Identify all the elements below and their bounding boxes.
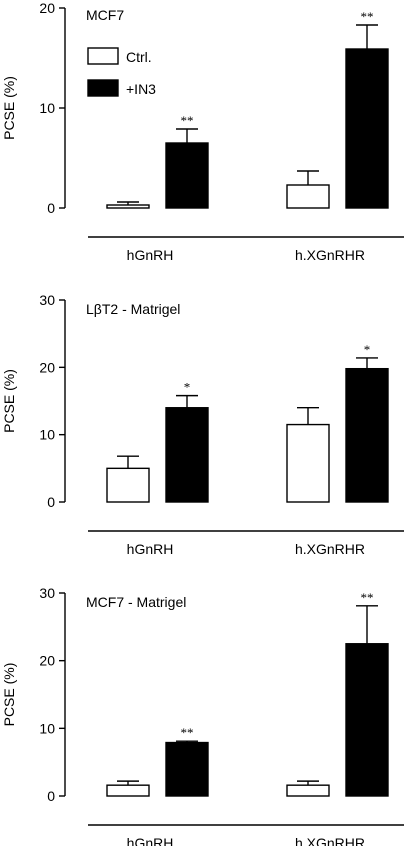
y-axis-label: PCSE (%)	[1, 663, 17, 727]
bar-ctrl	[286, 423, 330, 503]
bar-in3	[345, 367, 389, 503]
chart-panel-mcf7: 0 10 20 PCSE (%) MCF7 ** ** hGnRH h.XGnRHR	[1, 0, 404, 263]
y-tick-label: 0	[47, 494, 55, 510]
y-tick-label: 0	[47, 200, 55, 216]
legend-swatch-ctrl	[87, 47, 119, 65]
y-tick-label: 30	[39, 292, 55, 308]
y-tick-label: 20	[39, 0, 55, 16]
significance-marker: *	[364, 342, 371, 357]
significance-marker: **	[361, 590, 374, 605]
y-tick-label: 10	[39, 427, 55, 443]
bar-in3	[165, 407, 209, 503]
chart-title: LβT2 - Matrigel	[86, 301, 180, 317]
legend-swatch-in3	[87, 79, 119, 97]
significance-marker: *	[184, 380, 191, 395]
bar-in3	[165, 142, 209, 209]
chart-panel-lbt2-matrigel: 0 10 20 30 PCSE (%) LβT2 - Matrigel * * hGnRH h.X…	[1, 292, 404, 557]
chart-title: MCF7	[86, 7, 124, 23]
bar-ctrl	[106, 784, 150, 797]
y-tick-label: 10	[39, 100, 55, 116]
y-tick-label: 30	[39, 585, 55, 601]
y-tick-label: 20	[39, 359, 55, 375]
significance-marker: **	[181, 725, 194, 740]
category-label: hGnRH	[127, 835, 174, 846]
legend: Ctrl. +IN3	[87, 47, 156, 97]
category-label: hGnRH	[127, 247, 174, 263]
bar-ctrl	[286, 784, 330, 797]
legend-label-ctrl: Ctrl.	[126, 49, 152, 65]
category-label: hGnRH	[127, 541, 174, 557]
bar-in3	[345, 643, 389, 797]
bar-ctrl	[106, 467, 150, 503]
category-label: h.XGnRHR	[295, 247, 365, 263]
significance-marker: **	[181, 113, 194, 128]
bar-ctrl	[286, 184, 330, 209]
bar-in3	[165, 741, 209, 797]
y-tick-label: 20	[39, 653, 55, 669]
bar-in3	[345, 48, 389, 209]
category-label: h.XGnRHR	[295, 835, 365, 846]
y-axis-label: PCSE (%)	[1, 76, 17, 140]
significance-marker: **	[361, 9, 374, 24]
legend-label-in3: +IN3	[126, 81, 156, 97]
chart-title: MCF7 - Matrigel	[86, 594, 186, 610]
chart-panel-mcf7-matrigel: 0 10 20 30 PCSE (%) MCF7 - Matrigel ** ** hGnRH h…	[1, 585, 404, 846]
category-label: h.XGnRHR	[295, 541, 365, 557]
y-tick-label: 10	[39, 720, 55, 736]
y-tick-label: 0	[47, 788, 55, 804]
y-axis-label: PCSE (%)	[1, 369, 17, 433]
bar-ctrl	[106, 204, 150, 209]
